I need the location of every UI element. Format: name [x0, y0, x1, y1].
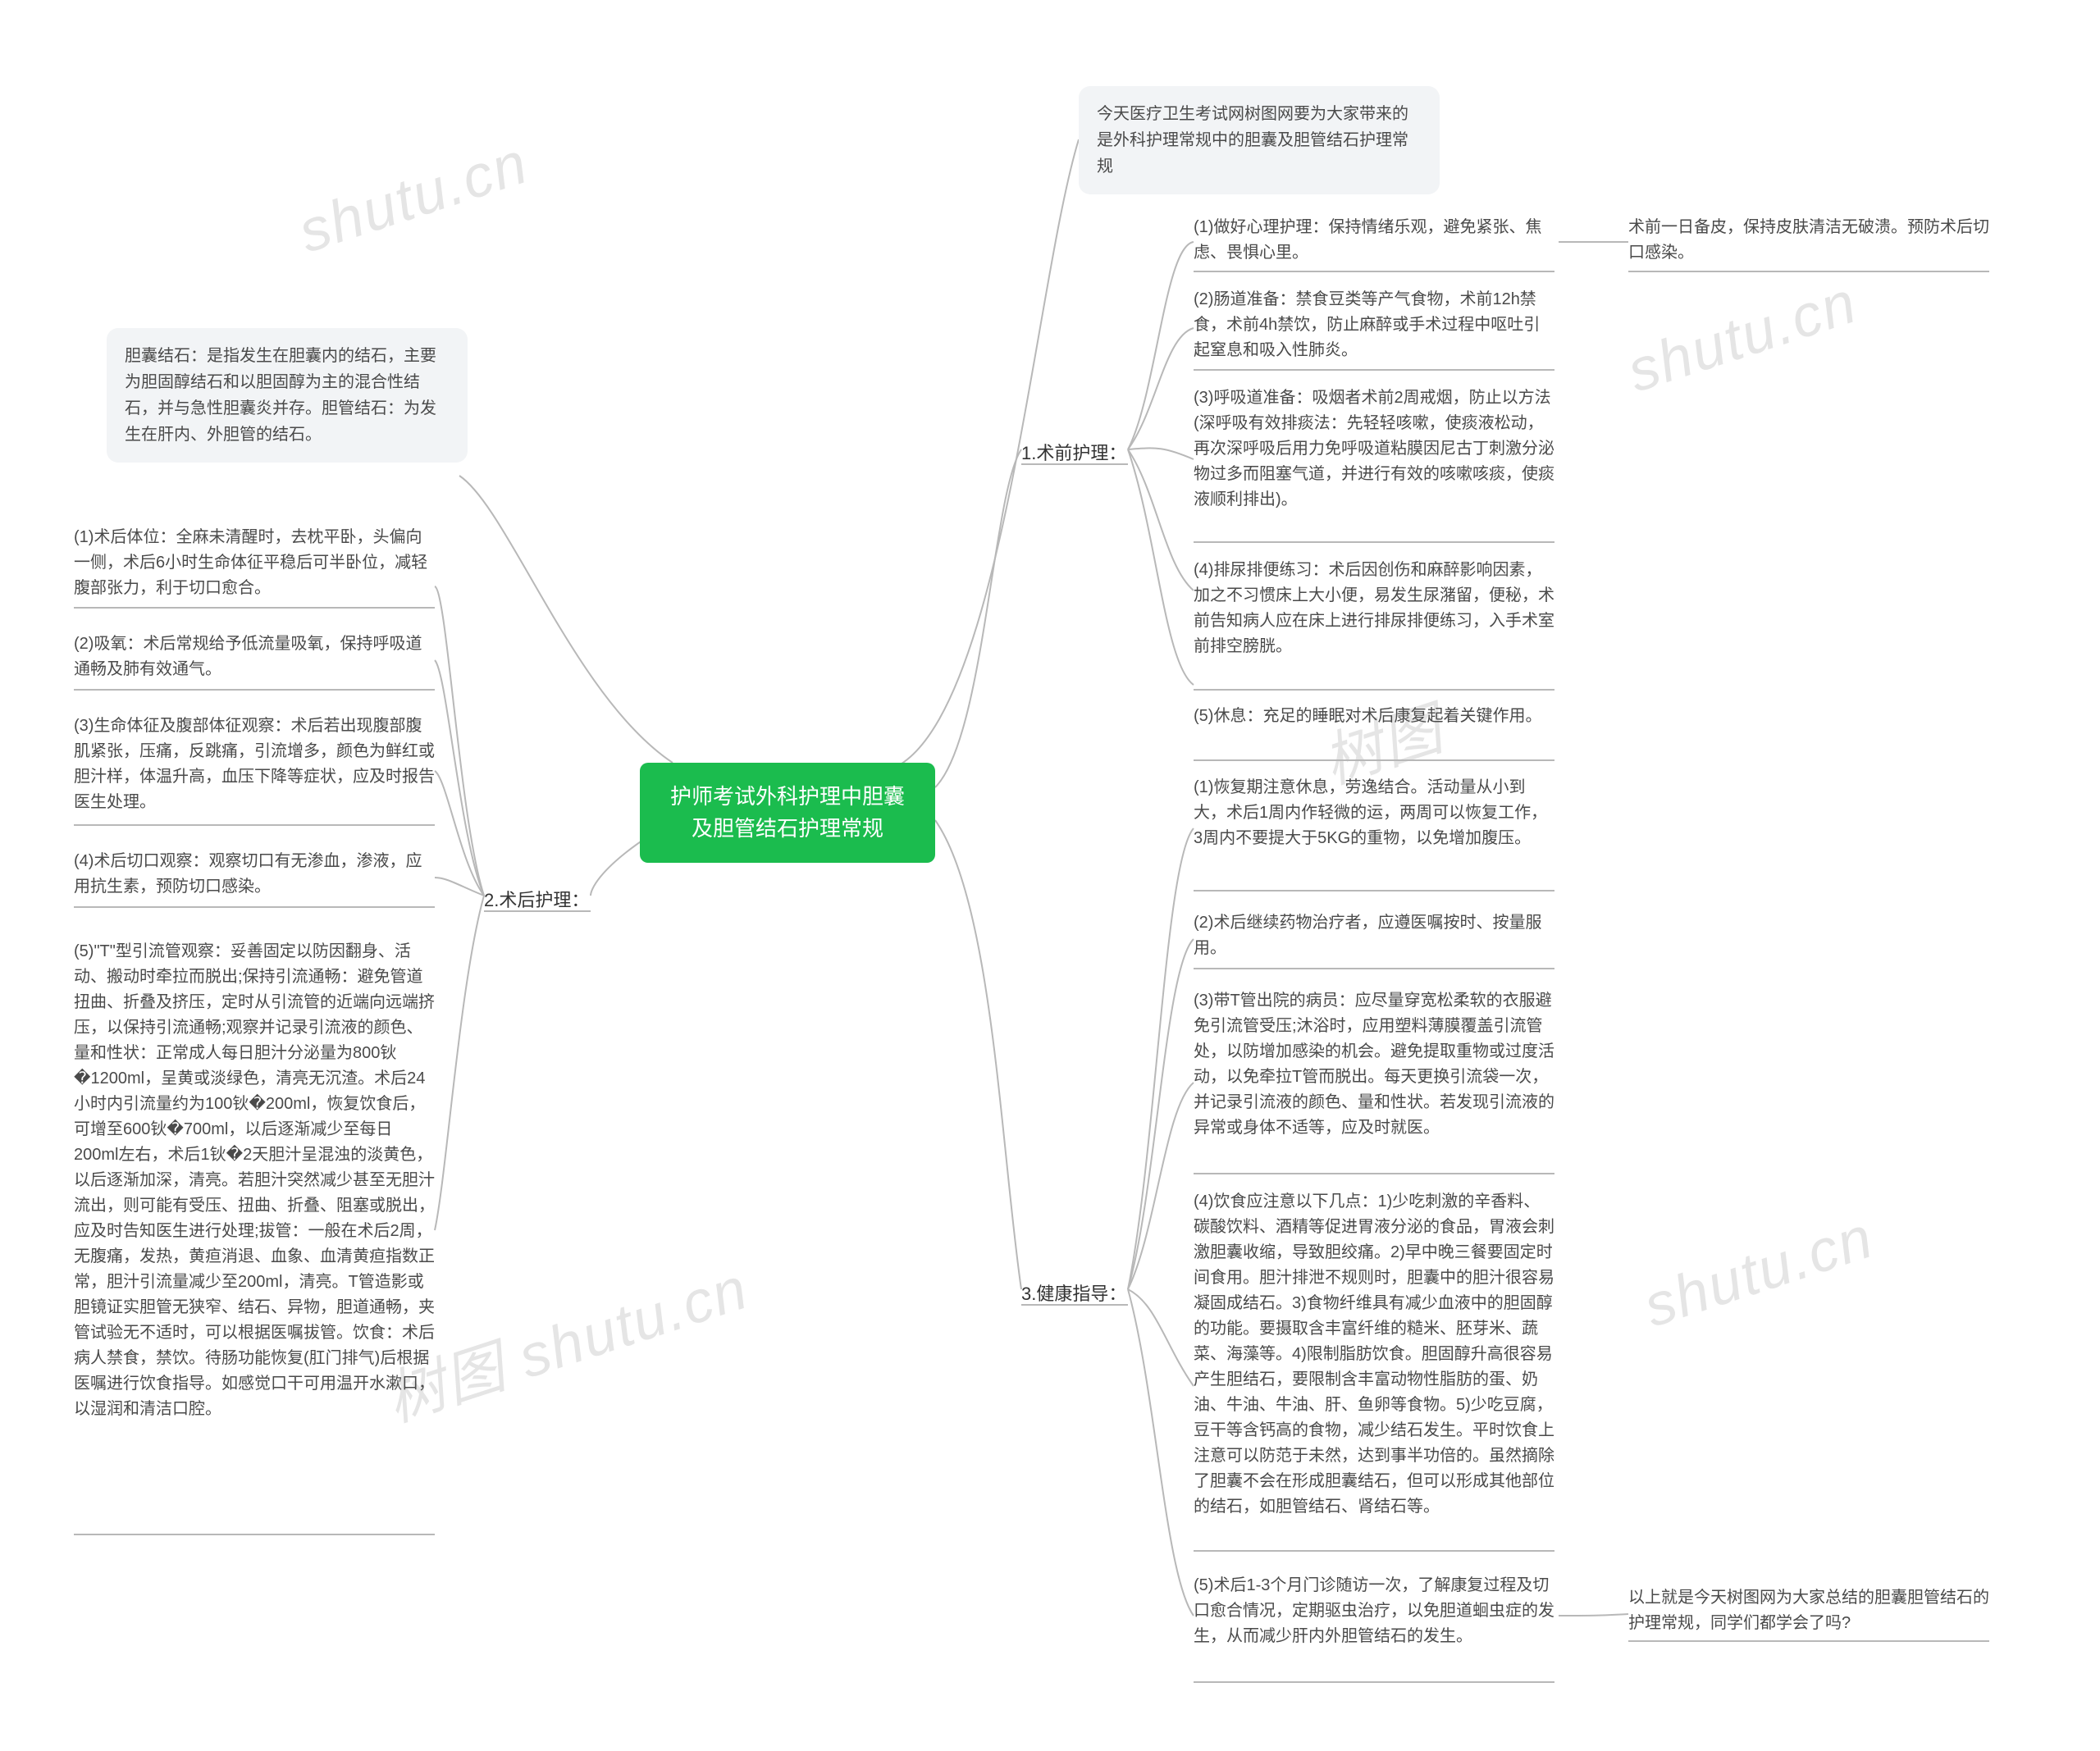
section3-label: 3.健康指导： — [1021, 1279, 1126, 1306]
section3-item: (3)带T管出院的病员：应尽量穿宽松柔软的衣服避免引流管受压;沐浴时，应用塑料薄… — [1194, 988, 1554, 1141]
section3-item-underline — [1194, 1681, 1554, 1683]
section1-item-underline — [1194, 759, 1554, 761]
section2-item: (5)"T"型引流管观察：妥善固定以防因翻身、活动、搬动时牵拉而脱出;保持引流通… — [74, 939, 435, 1422]
intro-bubble: 今天医疗卫生考试网树图网要为大家带来的是外科护理常规中的胆囊及胆管结石护理常规 — [1079, 86, 1440, 194]
section3-tail-underline — [1628, 1640, 1989, 1642]
section2-item: (3)生命体征及腹部体征观察：术后若出现腹部腹肌紧张，压痛，反跳痛，引流增多，颜… — [74, 714, 435, 815]
section3-tail: 以上就是今天树图网为大家总结的胆囊胆管结石的护理常规，同学们都学会了吗? — [1628, 1585, 1989, 1636]
section3-item: (4)饮食应注意以下几点：1)少吃刺激的辛香料、碳酸饮料、酒精等促进胃液分泌的食… — [1194, 1189, 1554, 1520]
section2-label: 2.术后护理： — [484, 886, 589, 912]
section3-underline — [1021, 1304, 1128, 1306]
section3-item-underline — [1194, 890, 1554, 891]
center-node: 护师考试外科护理中胆囊 及胆管结石护理常规 — [640, 763, 935, 863]
center-title-line2: 及胆管结石护理常规 — [663, 813, 912, 845]
section3-item: (5)术后1-3个月门诊随访一次，了解康复过程及切口愈合情况，定期驱虫治疗，以免… — [1194, 1573, 1554, 1649]
section2-item-underline — [74, 824, 435, 826]
section2-item-underline — [74, 906, 435, 908]
section1-item: (5)休息：充足的睡眠对术后康复起着关键作用。 — [1194, 704, 1554, 729]
section2-item: (2)吸氧：术后常规给予低流量吸氧，保持呼吸道通畅及肺有效通气。 — [74, 632, 435, 682]
watermark: shutu.cn — [1619, 268, 1865, 405]
section3-item-underline — [1194, 1550, 1554, 1552]
center-title-line1: 护师考试外科护理中胆囊 — [663, 781, 912, 813]
section2-item: (1)术后体位：全麻未清醒时，去枕平卧，头偏向一侧，术后6小时生命体征平稳后可半… — [74, 525, 435, 601]
section3-item-underline — [1194, 1173, 1554, 1174]
section1-item-underline — [1194, 369, 1554, 371]
section1-item: (3)呼吸道准备：吸烟者术前2周戒烟，防止以方法(深呼吸有效排痰法：先轻轻咳嗽，… — [1194, 385, 1554, 513]
section1-item-underline — [1194, 271, 1554, 272]
section1-label: 1.术前护理： — [1021, 439, 1126, 465]
section2-underline — [484, 910, 591, 912]
section1-item: (1)做好心理护理：保持情绪乐观，避免紧张、焦虑、畏惧心里。 — [1194, 215, 1554, 266]
section2-item-underline — [74, 607, 435, 609]
section3-item: (2)术后继续药物治疗者，应遵医嘱按时、按量服用。 — [1194, 910, 1554, 961]
section1-item: (2)肠道准备：禁食豆类等产气食物，术前12h禁食，术前4h禁饮，防止麻醉或手术… — [1194, 287, 1554, 363]
section2-item-underline — [74, 689, 435, 691]
section3-item-underline — [1194, 968, 1554, 969]
section1-underline — [1021, 463, 1128, 465]
section1-item-underline — [1194, 541, 1554, 543]
section1-item-underline — [1194, 689, 1554, 691]
watermark: shutu.cn — [1636, 1203, 1881, 1340]
section3-item: (1)恢复期注意休息，劳逸结合。活动量从小到大，术后1周内作轻微的运，两周可以恢… — [1194, 775, 1554, 851]
definition-bubble: 胆囊结石：是指发生在胆囊内的结石，主要为胆固醇结石和以胆固醇为主的混合性结石，并… — [107, 328, 468, 463]
section1-item: (4)排尿排便练习：术后因创伤和麻醉影响因素，加之不习惯床上大小便，易发生尿潴留… — [1194, 558, 1554, 659]
section2-item-underline — [74, 1534, 435, 1535]
watermark: shutu.cn — [290, 129, 536, 266]
section2-item: (4)术后切口观察：观察切口有无渗血，渗液，应用抗生素，预防切口感染。 — [74, 849, 435, 900]
section1-tail: 术前一日备皮，保持皮肤清洁无破溃。预防术后切口感染。 — [1628, 215, 1989, 266]
section1-tail-underline — [1628, 271, 1989, 272]
